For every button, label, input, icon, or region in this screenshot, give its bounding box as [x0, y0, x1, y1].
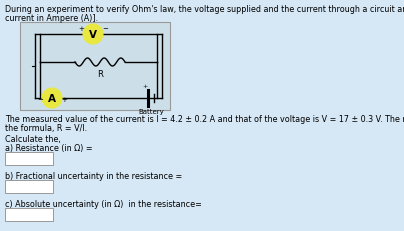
Text: −: −: [37, 97, 43, 103]
Text: +: +: [78, 26, 84, 32]
Text: A: A: [48, 94, 56, 103]
Text: Battery: Battery: [138, 109, 164, 115]
Circle shape: [42, 88, 62, 108]
FancyBboxPatch shape: [5, 208, 53, 221]
Text: +: +: [142, 84, 147, 89]
Text: c) Absolute uncertainty (in Ω)  in the resistance=: c) Absolute uncertainty (in Ω) in the re…: [5, 200, 202, 209]
Text: current in Ampere (A)].: current in Ampere (A)].: [5, 14, 98, 23]
Text: Calculate the,: Calculate the,: [5, 135, 61, 144]
Text: During an experiment to verify Ohm's law, the voltage supplied and the current t: During an experiment to verify Ohm's law…: [5, 5, 404, 14]
Circle shape: [83, 24, 103, 44]
Text: −: −: [102, 26, 108, 32]
Text: +: +: [61, 97, 67, 103]
FancyBboxPatch shape: [5, 180, 53, 193]
Text: R: R: [97, 70, 103, 79]
Text: a) Resistance (in Ω) =: a) Resistance (in Ω) =: [5, 144, 93, 153]
Text: The measured value of the current is I = 4.2 ± 0.2 A and that of the voltage is : The measured value of the current is I =…: [5, 115, 404, 124]
Text: the formula, R = V/I.: the formula, R = V/I.: [5, 124, 87, 133]
FancyBboxPatch shape: [20, 22, 170, 110]
Text: V: V: [89, 30, 97, 40]
FancyBboxPatch shape: [5, 152, 53, 165]
Text: b) Fractional uncertainty in the resistance =: b) Fractional uncertainty in the resista…: [5, 172, 182, 181]
